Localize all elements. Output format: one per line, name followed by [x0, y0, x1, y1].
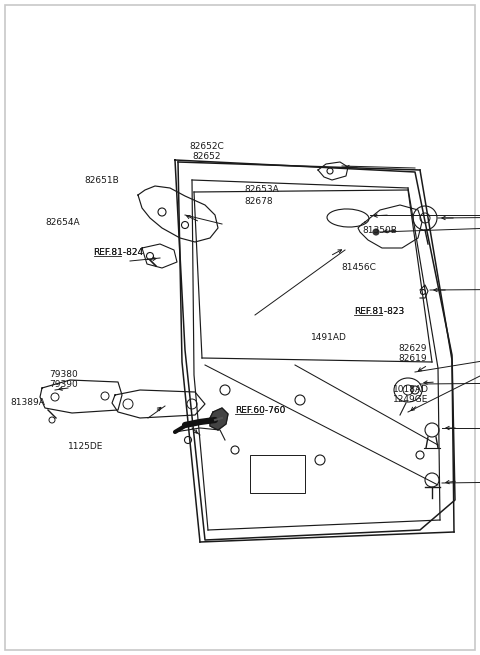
Text: 82619: 82619 [398, 354, 427, 363]
Text: 81389A: 81389A [11, 398, 46, 407]
Text: REF.81-824: REF.81-824 [94, 248, 144, 257]
Text: 82652C: 82652C [189, 141, 224, 151]
Text: REF.81-824: REF.81-824 [94, 248, 144, 257]
Text: REF.60-760: REF.60-760 [235, 405, 286, 415]
Text: 82653A: 82653A [245, 185, 279, 195]
Circle shape [373, 229, 379, 235]
Text: REF.81-823: REF.81-823 [354, 307, 405, 316]
Text: 82629: 82629 [398, 344, 427, 353]
Text: 79380: 79380 [49, 370, 78, 379]
Text: 81350B: 81350B [362, 226, 397, 235]
Text: 81456C: 81456C [342, 263, 377, 272]
Text: 82651B: 82651B [84, 176, 119, 185]
Text: 82654A: 82654A [46, 218, 80, 227]
Text: 82678: 82678 [245, 196, 274, 206]
Text: 1491AD: 1491AD [311, 333, 347, 342]
Text: REF.81-823: REF.81-823 [354, 307, 405, 316]
Bar [250, 455, 305, 493]
Text: 82652: 82652 [192, 152, 221, 161]
Text: 1249GE: 1249GE [393, 395, 428, 404]
Text: 1018AD: 1018AD [393, 385, 429, 394]
Text: 79390: 79390 [49, 380, 78, 389]
Text: REF.60-760: REF.60-760 [235, 405, 286, 415]
Text: 1125DE: 1125DE [68, 442, 103, 451]
Polygon shape [210, 408, 228, 430]
